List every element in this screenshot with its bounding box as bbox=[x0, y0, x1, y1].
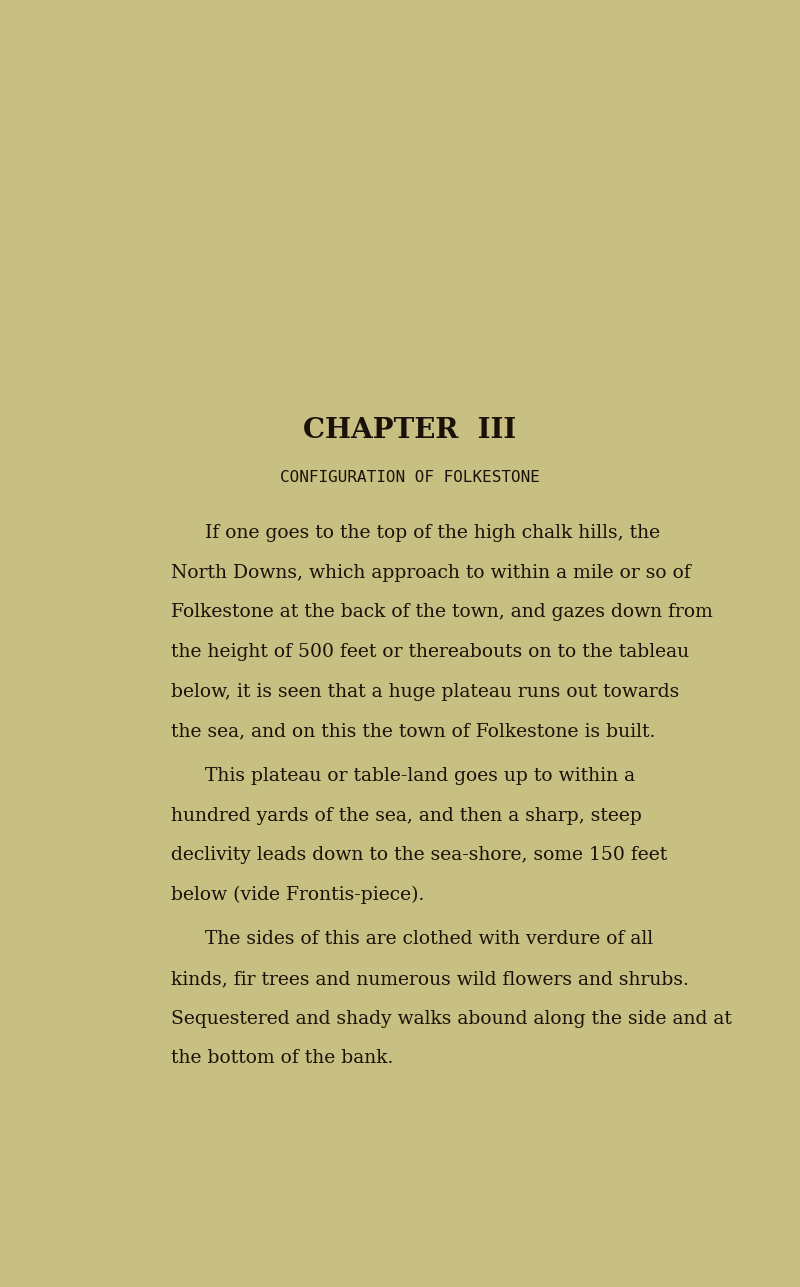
Text: the sea, and on this the town of Folkestone is built.: the sea, and on this the town of Folkest… bbox=[171, 722, 656, 740]
Text: below, it is seen that a huge plateau runs out towards: below, it is seen that a huge plateau ru… bbox=[171, 682, 679, 700]
Text: If one goes to the top of the high chalk hills, the: If one goes to the top of the high chalk… bbox=[206, 524, 661, 542]
Text: The sides of this are clothed with verdure of all: The sides of this are clothed with verdu… bbox=[206, 931, 654, 949]
Text: This plateau or table-land goes up to within a: This plateau or table-land goes up to wi… bbox=[206, 767, 635, 785]
Text: kinds, fir trees and numerous wild flowers and shrubs.: kinds, fir trees and numerous wild flowe… bbox=[171, 970, 689, 988]
Text: CONFIGURATION OF FOLKESTONE: CONFIGURATION OF FOLKESTONE bbox=[280, 470, 540, 485]
Text: declivity leads down to the sea-shore, some 150 feet: declivity leads down to the sea-shore, s… bbox=[171, 846, 667, 864]
Text: Folkestone at the back of the town, and gazes down from: Folkestone at the back of the town, and … bbox=[171, 604, 713, 622]
Text: CHAPTER  III: CHAPTER III bbox=[303, 417, 517, 444]
Text: hundred yards of the sea, and then a sharp, steep: hundred yards of the sea, and then a sha… bbox=[171, 807, 642, 825]
Text: Sequestered and shady walks abound along the side and at: Sequestered and shady walks abound along… bbox=[171, 1010, 732, 1027]
Text: below (vide Frontis-piece).: below (vide Frontis-piece). bbox=[171, 885, 425, 903]
Text: North Downs, which approach to within a mile or so of: North Downs, which approach to within a … bbox=[171, 564, 691, 582]
Text: the bottom of the bank.: the bottom of the bank. bbox=[171, 1049, 394, 1067]
Text: the height of 500 feet or thereabouts on to the tableau: the height of 500 feet or thereabouts on… bbox=[171, 644, 690, 662]
